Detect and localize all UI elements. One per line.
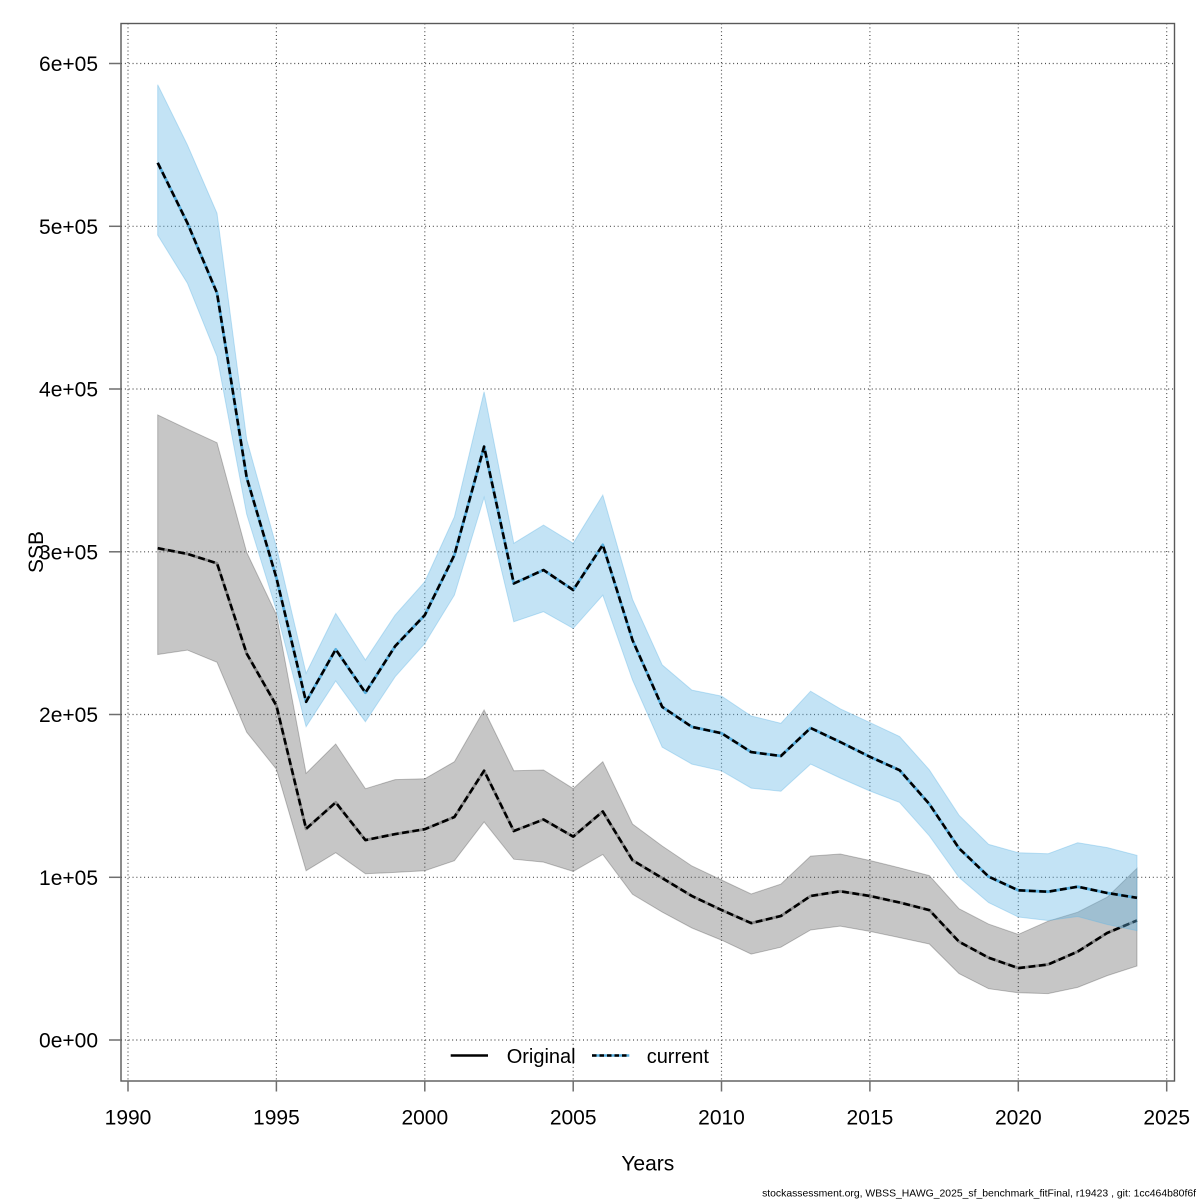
svg-text:SSB: SSB bbox=[25, 531, 48, 573]
svg-text:2025: 2025 bbox=[1143, 1107, 1190, 1130]
svg-text:stockassessment.org, WBSS_HAWG: stockassessment.org, WBSS_HAWG_2025_sf_b… bbox=[762, 1189, 1196, 1200]
svg-text:Original: Original bbox=[507, 1046, 576, 1068]
svg-text:0e+00: 0e+00 bbox=[39, 1030, 98, 1053]
svg-text:Years: Years bbox=[621, 1153, 674, 1176]
svg-text:1990: 1990 bbox=[105, 1107, 152, 1130]
svg-text:2e+05: 2e+05 bbox=[39, 704, 98, 727]
svg-text:2010: 2010 bbox=[698, 1107, 745, 1130]
svg-text:1e+05: 1e+05 bbox=[39, 867, 98, 890]
svg-text:current: current bbox=[647, 1046, 710, 1068]
svg-text:2000: 2000 bbox=[401, 1107, 448, 1130]
svg-text:2015: 2015 bbox=[847, 1107, 894, 1130]
svg-text:5e+05: 5e+05 bbox=[39, 216, 98, 239]
svg-text:2005: 2005 bbox=[550, 1107, 597, 1130]
svg-text:6e+05: 6e+05 bbox=[39, 53, 98, 76]
svg-text:1995: 1995 bbox=[253, 1107, 300, 1130]
svg-text:3e+05: 3e+05 bbox=[39, 541, 98, 564]
svg-text:4e+05: 4e+05 bbox=[39, 379, 98, 402]
svg-text:2020: 2020 bbox=[995, 1107, 1042, 1130]
